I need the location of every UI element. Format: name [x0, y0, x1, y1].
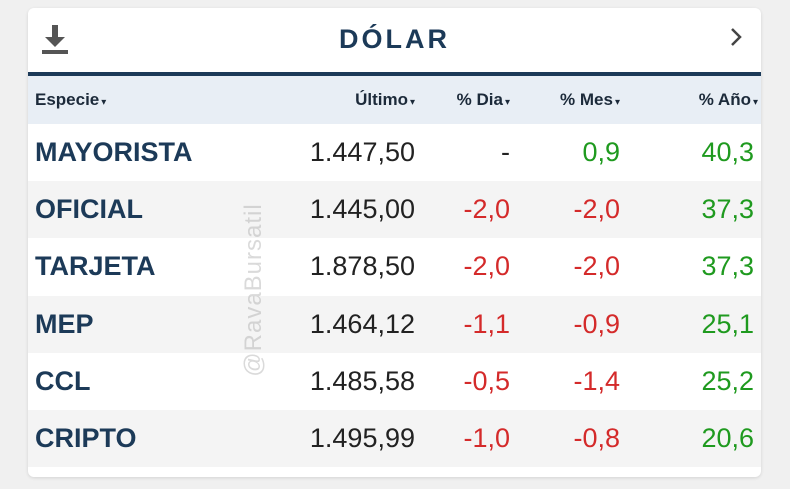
col-header-ultimo[interactable]: Último ▾	[355, 90, 415, 109]
ultimo-cell: 1.878,50	[309, 251, 415, 282]
dia-cell: -1,0	[463, 423, 510, 454]
chevron-right-icon[interactable]	[729, 26, 743, 48]
quotes-table: Especie ▾ Último ▾ % Dia ▾ % Mes ▾ % Año ▾ MA…	[28, 76, 761, 468]
table-header-row: Especie ▾ Último ▾ % Dia ▾ % Mes ▾ % Año ▾	[28, 76, 761, 124]
widget-title: DÓLAR	[339, 24, 450, 54]
mes-cell: -1,4	[573, 365, 620, 396]
ultimo-cell: 1.485,58	[309, 365, 415, 396]
especie-cell[interactable]: CRIPTO	[35, 423, 137, 454]
dia-cell: -2,0	[463, 251, 510, 282]
dia-cell: -	[501, 137, 510, 168]
sort-arrow-icon: ▾	[614, 97, 620, 108]
col-header-especie[interactable]: Especie ▾	[35, 90, 107, 109]
ultimo-cell: 1.445,00	[309, 194, 415, 225]
anio-cell: 37,3	[701, 251, 754, 282]
table-row[interactable]: OFICIAL 1.445,00 -2,0 -2,0 37,3	[28, 181, 761, 239]
especie-cell[interactable]: TARJETA	[35, 251, 156, 282]
especie-cell[interactable]: MAYORISTA	[35, 137, 193, 168]
table-row[interactable]: CCL 1.485,58 -0,5 -1,4 25,2	[28, 352, 761, 410]
anio-cell: 20,6	[701, 423, 754, 454]
mes-cell: -2,0	[573, 251, 620, 282]
mes-cell: -0,9	[573, 308, 620, 339]
ultimo-cell: 1.495,99	[309, 423, 415, 454]
watermark-text: @RavaBursatil	[240, 203, 267, 377]
sort-arrow-icon: ▾	[752, 97, 758, 108]
widget-header: DÓLAR	[28, 8, 761, 76]
table-row[interactable]: CRIPTO 1.495,99 -1,0 -0,8 20,6	[28, 409, 761, 468]
table-row[interactable]: MAYORISTA 1.447,50 - 0,9 40,3	[28, 124, 761, 182]
sort-arrow-icon: ▾	[101, 97, 107, 108]
download-icon[interactable]	[42, 25, 68, 55]
dia-cell: -0,5	[463, 365, 510, 396]
especie-cell[interactable]: OFICIAL	[35, 194, 143, 225]
anio-cell: 25,1	[701, 308, 754, 339]
dolar-widget: DÓLAR Especie ▾ Último ▾ % Dia ▾ % Mes ▾ % A…	[28, 8, 761, 477]
col-header-mes[interactable]: % Mes ▾	[560, 90, 620, 109]
table-row[interactable]: TARJETA 1.878,50 -2,0 -2,0 37,3	[28, 238, 761, 296]
table-row[interactable]: MEP 1.464,12 -1,1 -0,9 25,1	[28, 295, 761, 353]
col-header-dia[interactable]: % Dia ▾	[456, 90, 510, 109]
anio-cell: 40,3	[701, 137, 754, 168]
anio-cell: 37,3	[701, 194, 754, 225]
sort-arrow-icon: ▾	[409, 97, 415, 108]
mes-cell: -2,0	[573, 194, 620, 225]
ultimo-cell: 1.464,12	[309, 308, 415, 339]
dia-cell: -2,0	[463, 194, 510, 225]
especie-cell[interactable]: MEP	[35, 308, 94, 339]
dia-cell: -1,1	[463, 308, 510, 339]
sort-arrow-icon: ▾	[504, 97, 510, 108]
mes-cell: -0,8	[573, 423, 620, 454]
anio-cell: 25,2	[701, 365, 754, 396]
especie-cell[interactable]: CCL	[35, 365, 91, 396]
col-header-anio[interactable]: % Año ▾	[698, 90, 758, 109]
ultimo-cell: 1.447,50	[309, 137, 415, 168]
mes-cell: 0,9	[582, 137, 620, 168]
